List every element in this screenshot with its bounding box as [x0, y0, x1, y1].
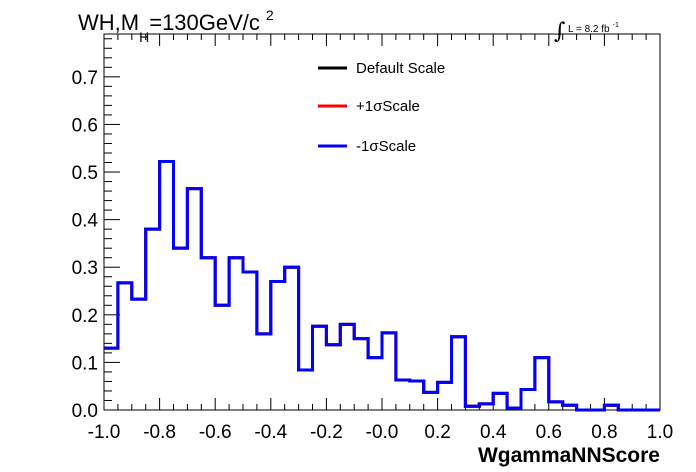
luminosity-value: L = 8.2 fb [568, 24, 610, 35]
y-tick-label: 0.1 [72, 353, 98, 374]
luminosity-superscript: -1 [613, 22, 619, 29]
legend-label: +1σScale [356, 98, 420, 115]
x-tick-label: -0.2 [310, 422, 343, 443]
legend-label: -1σScale [356, 138, 416, 155]
y-axis-ticks: 0.0 0.1 0.2 0.3 0.4 0.5 0.6 0.7 [72, 38, 120, 422]
luminosity-text: L = 8.2 fb -1 [568, 22, 619, 35]
histogram-series [104, 160, 660, 412]
chart-title: WH,MH=130GeV/c 2 [78, 7, 274, 45]
x-tick-label: -0.6 [199, 422, 232, 443]
chart-title-superscript: 2 [266, 7, 274, 23]
x-tick-label: 1.0 [647, 422, 673, 443]
x-tick-label: 0.4 [480, 422, 507, 443]
legend-label: Default Scale [356, 60, 445, 77]
x-tick-label: 0.8 [591, 422, 617, 443]
series-line-2 [104, 160, 660, 412]
x-tick-label: -0.4 [254, 422, 287, 443]
x-tick-label: -0.0 [366, 422, 399, 443]
x-tick-label: 0.6 [536, 422, 562, 443]
x-tick-label: -0.8 [143, 422, 176, 443]
integral-symbol: ∫ [554, 19, 566, 44]
luminosity-label: ∫ L = 8.2 fb -1 [554, 19, 619, 44]
y-tick-label: 0.2 [72, 306, 98, 327]
chart-title-suffix: =130GeV/c [149, 10, 260, 35]
y-tick-label: 0.4 [72, 211, 99, 232]
chart-title-subscript: H [139, 29, 149, 45]
y-tick-label: 0.6 [72, 115, 98, 136]
x-tick-label: -1.0 [88, 422, 121, 443]
y-tick-label: 0.5 [72, 163, 98, 184]
y-tick-label: 0.3 [72, 258, 98, 279]
x-axis-ticks: -1.0 -0.8 -0.6 -0.4 -0.2 -0.0 0.2 0.4 0.6 0.8 1.0 [88, 34, 673, 443]
y-tick-label: 0.0 [72, 401, 98, 422]
y-tick-label: 0.7 [72, 68, 98, 89]
chart-title-prefix: WH,M [78, 10, 139, 35]
legend: Default Scale +1σScale -1σScale [318, 60, 445, 155]
x-axis-label: WgammaNNScore [478, 444, 660, 467]
x-tick-label: 0.2 [424, 422, 450, 443]
